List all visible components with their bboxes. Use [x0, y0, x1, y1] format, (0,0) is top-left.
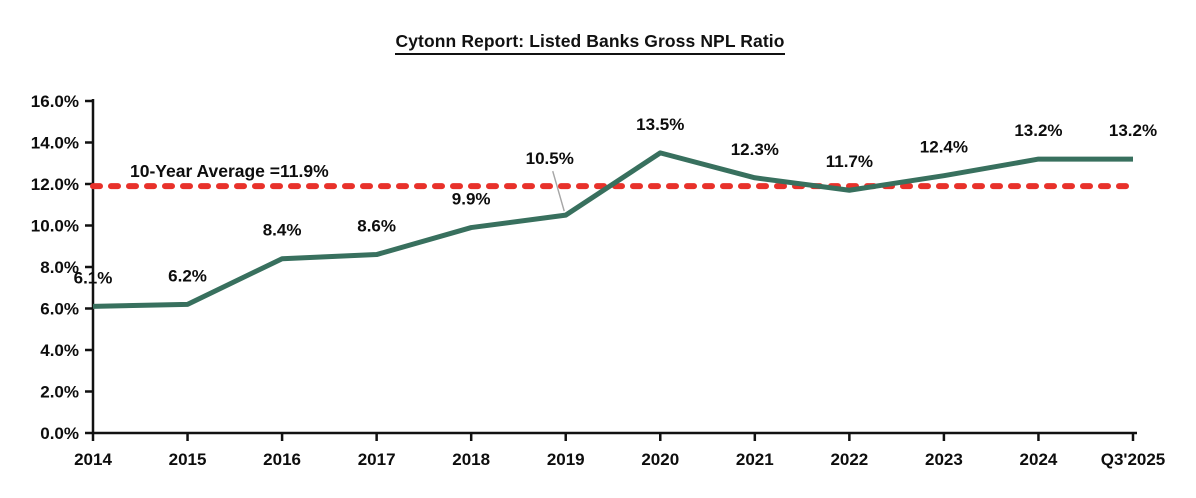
data-point-label: 6.2%: [168, 266, 207, 285]
data-point-label: 11.7%: [826, 152, 873, 171]
x-axis-tick-label: 2016: [263, 450, 301, 469]
x-axis-tick-label: 2014: [74, 450, 112, 469]
data-point-label: 12.3%: [731, 140, 779, 159]
y-axis-tick-label: 2.0%: [40, 383, 79, 402]
data-point-label: 9.9%: [452, 190, 491, 209]
chart-title: Cytonn Report: Listed Banks Gross NPL Ra…: [395, 31, 785, 55]
average-line-label: 10-Year Average =11.9%: [130, 161, 329, 181]
x-axis-tick-label: 2023: [925, 450, 963, 469]
x-axis-tick-label: 2021: [736, 450, 774, 469]
y-axis-tick-label: 8.0%: [40, 258, 79, 277]
callout-leader-line: [552, 170, 565, 212]
y-axis-tick-label: 6.0%: [40, 300, 79, 319]
y-axis-tick-label: 0.0%: [40, 424, 79, 443]
x-axis-tick-label: 2024: [1020, 450, 1058, 469]
x-axis-tick-label: 2019: [547, 450, 585, 469]
data-point-label: 13.5%: [636, 115, 684, 134]
chart-title-container: Cytonn Report: Listed Banks Gross NPL Ra…: [0, 31, 1180, 55]
data-point-label: 13.2%: [1109, 121, 1157, 140]
y-axis-tick-label: 4.0%: [40, 341, 79, 360]
y-axis-tick-label: 12.0%: [31, 175, 79, 194]
data-point-label: 8.4%: [263, 221, 302, 240]
y-axis-tick-label: 14.0%: [31, 134, 79, 153]
x-axis-tick-label: 2015: [169, 450, 207, 469]
x-axis-tick-label: Q3'2025: [1101, 450, 1166, 469]
x-axis-tick-label: 2018: [452, 450, 490, 469]
data-point-label: 12.4%: [920, 138, 968, 157]
npl-line-series: [92, 150, 1133, 309]
data-point-label: 8.6%: [357, 217, 396, 236]
data-point-label: 6.1%: [74, 268, 113, 287]
data-point-label: 10.5%: [526, 149, 574, 168]
y-axis-tick-label: 10.0%: [31, 217, 79, 236]
y-axis-tick-label: 16.0%: [31, 92, 79, 111]
x-axis-tick-label: 2022: [830, 450, 868, 469]
x-axis-tick-label: 2017: [358, 450, 396, 469]
data-point-label: 13.2%: [1014, 121, 1062, 140]
x-axis-tick-label: 2020: [641, 450, 679, 469]
